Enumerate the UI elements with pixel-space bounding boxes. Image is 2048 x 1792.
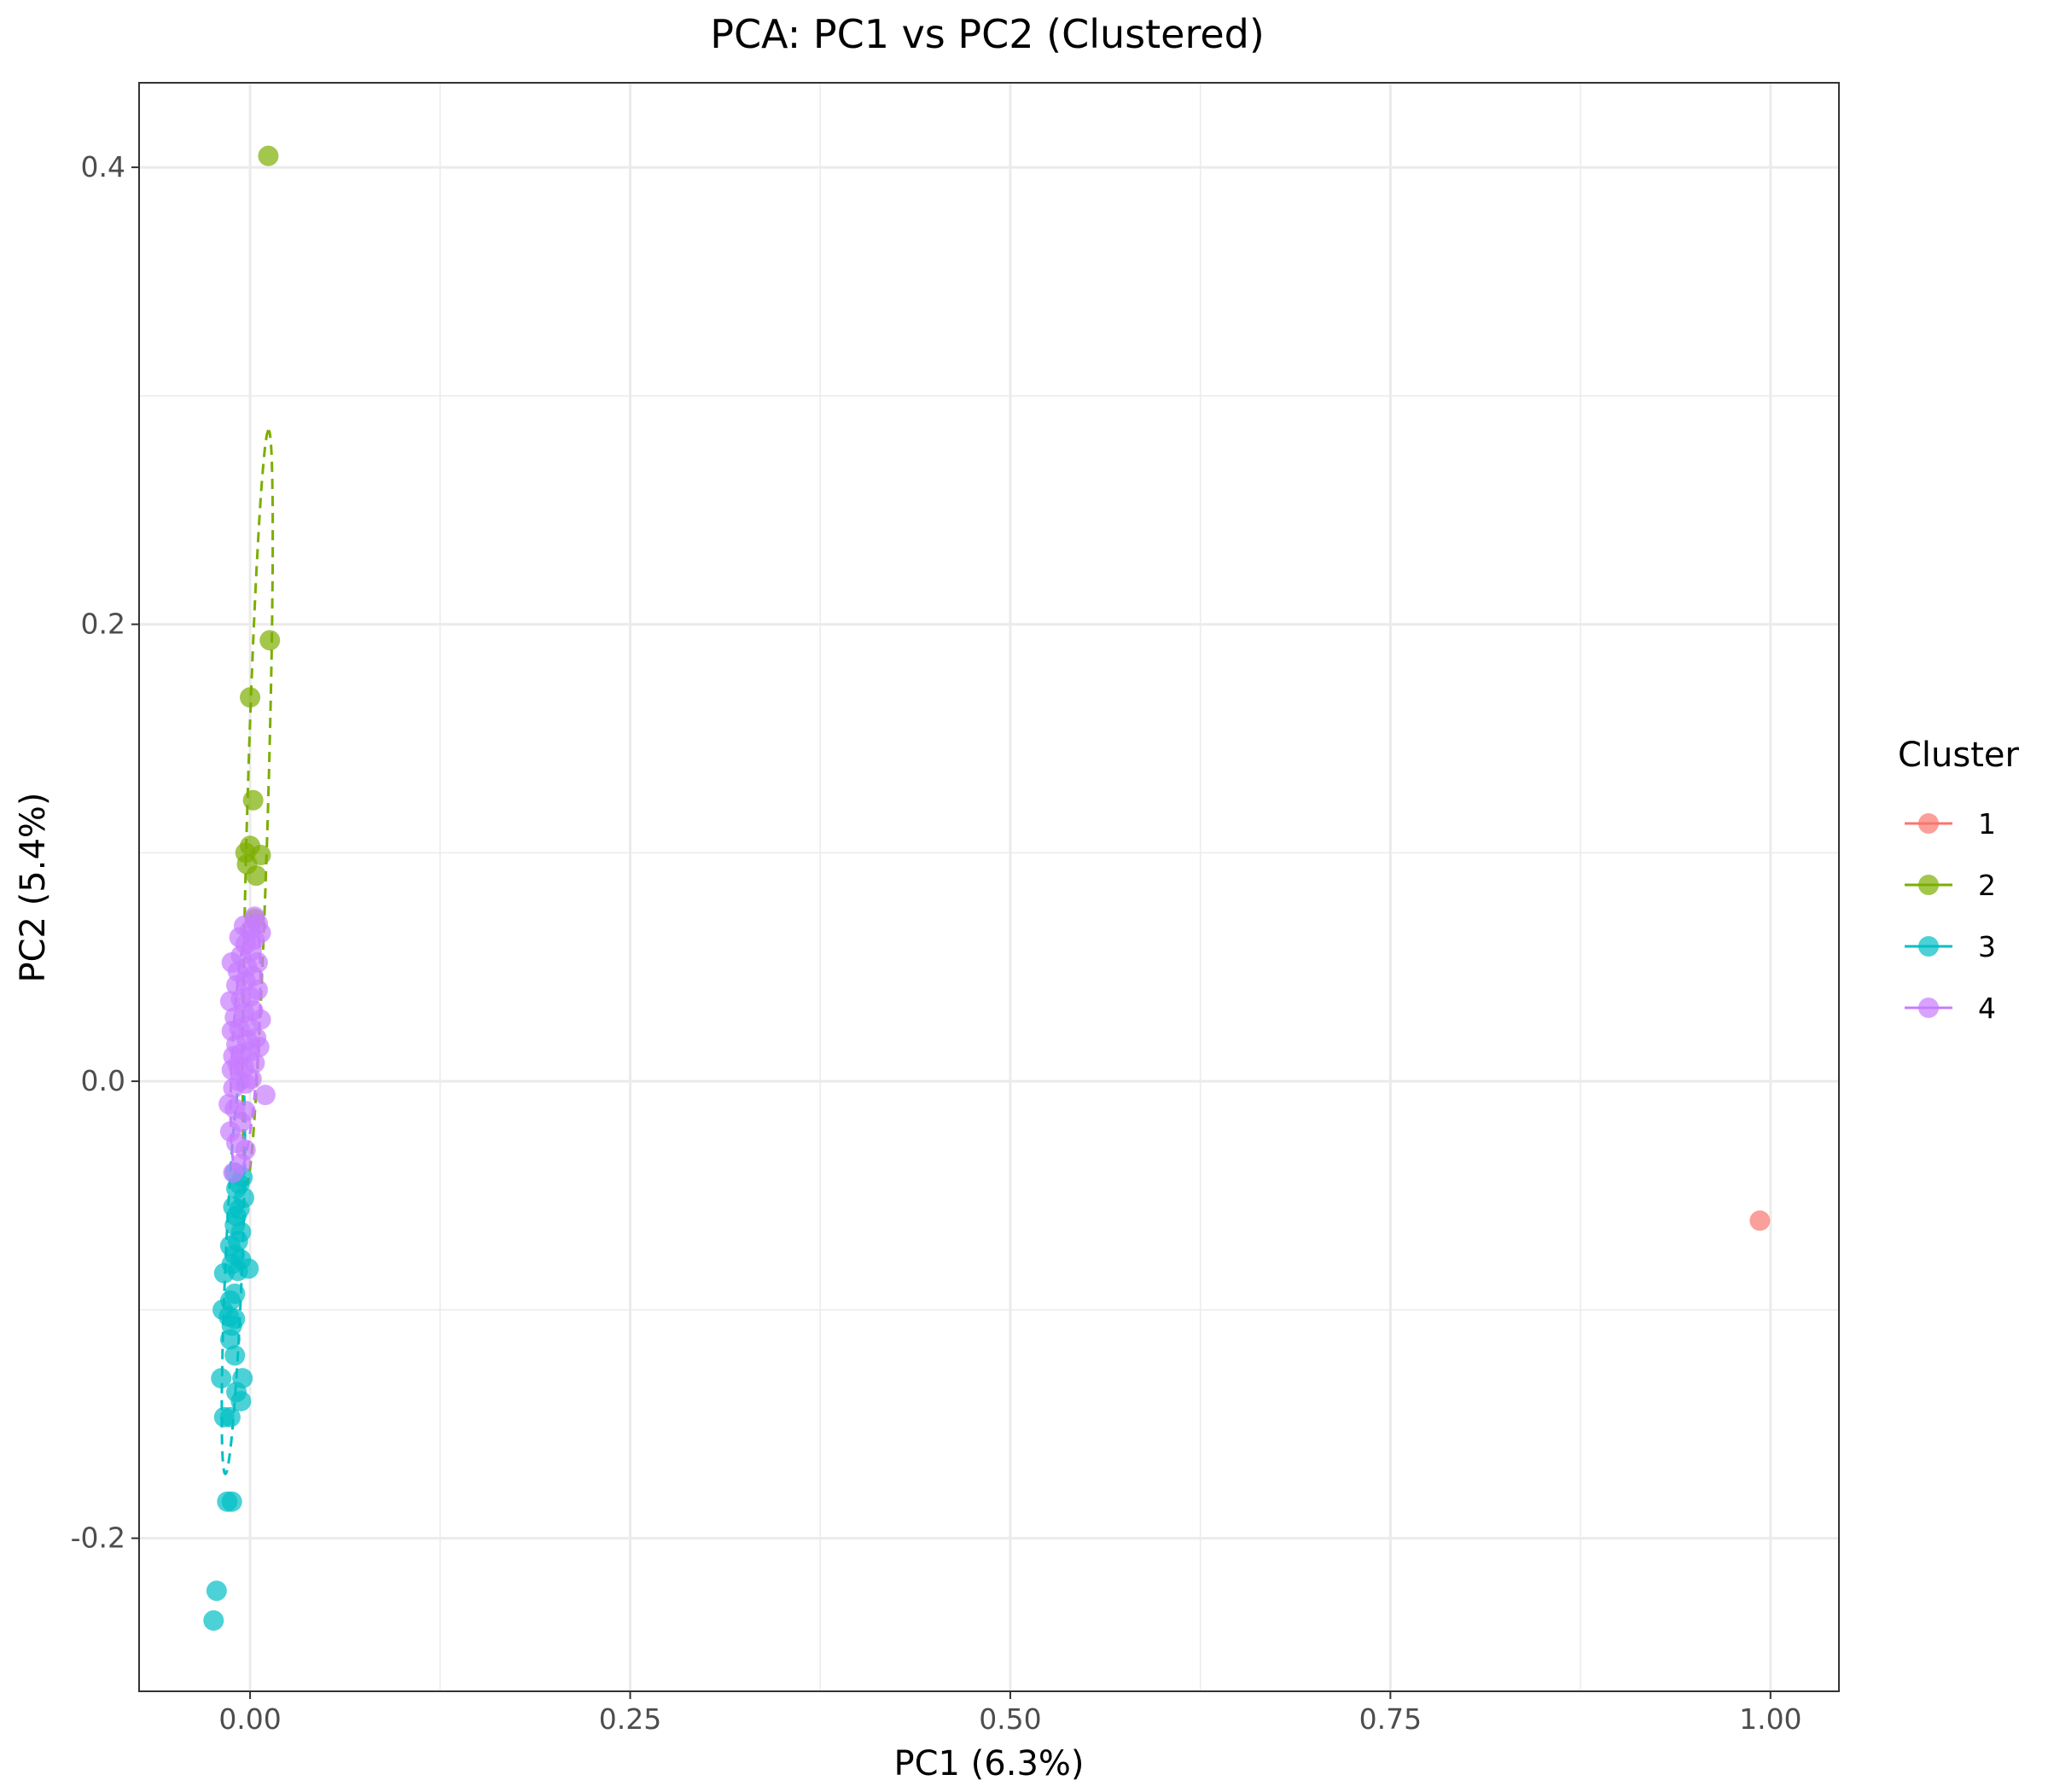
panel-background bbox=[139, 83, 1839, 1691]
cluster-4-point bbox=[218, 1093, 240, 1114]
x-axis-ticks: 0.00 0.25 0.50 0.75 1.00 bbox=[218, 1691, 1802, 1736]
legend-item-cluster-4: 4 bbox=[1905, 992, 1996, 1025]
y-tick-label: 0.0 bbox=[81, 1064, 125, 1097]
y-tick-label: 0.2 bbox=[81, 608, 125, 641]
legend-title: Cluster bbox=[1898, 736, 2020, 775]
cluster-3-point bbox=[232, 1368, 253, 1389]
y-tick-label: 0.4 bbox=[81, 150, 125, 183]
plot-panel bbox=[138, 82, 1840, 1692]
legend-label: 1 bbox=[1978, 807, 1996, 841]
legend-label: 4 bbox=[1978, 992, 1996, 1025]
legend-items: 1 2 3 4 bbox=[1905, 807, 1996, 1025]
cluster-3-point bbox=[224, 1283, 246, 1305]
legend-item-cluster-3: 3 bbox=[1905, 930, 1996, 963]
legend-key-point bbox=[1918, 875, 1939, 895]
legend: Cluster 1 2 3 4 bbox=[1898, 736, 2020, 1025]
x-tick-label: 0.00 bbox=[218, 1702, 281, 1736]
cluster-4-point bbox=[244, 906, 265, 928]
cluster-1-point bbox=[1749, 1210, 1771, 1231]
cluster-3-point bbox=[224, 1345, 246, 1366]
legend-key-point bbox=[1918, 813, 1939, 834]
cluster-4-point bbox=[223, 1162, 244, 1184]
cluster-2-point bbox=[240, 687, 261, 708]
minor-gridlines bbox=[139, 83, 1839, 1691]
cluster-3-point bbox=[224, 1308, 246, 1329]
x-axis-title: PC1 (6.3%) bbox=[893, 1744, 1084, 1783]
x-tick-label: 0.50 bbox=[979, 1702, 1041, 1736]
cluster-2-point bbox=[246, 865, 267, 887]
cluster-3-point bbox=[206, 1580, 227, 1602]
cluster-4-point bbox=[254, 1085, 276, 1106]
chart-title: PCA: PC1 vs PC2 (Clustered) bbox=[710, 11, 1265, 57]
legend-item-cluster-2: 2 bbox=[1905, 869, 1996, 902]
x-tick-label: 0.75 bbox=[1359, 1702, 1422, 1736]
legend-item-cluster-1: 1 bbox=[1905, 807, 1996, 841]
x-tick-label: 0.25 bbox=[599, 1702, 661, 1736]
cluster-3-point bbox=[221, 1491, 242, 1512]
x-tick-label: 1.00 bbox=[1739, 1702, 1801, 1736]
cluster-3-point bbox=[211, 1368, 232, 1389]
legend-key-point bbox=[1918, 998, 1939, 1018]
y-tick-label: -0.2 bbox=[71, 1521, 125, 1555]
cluster-2-point bbox=[259, 630, 281, 651]
cluster-3-point bbox=[219, 1406, 241, 1428]
cluster-2-point bbox=[242, 789, 264, 811]
legend-label: 2 bbox=[1978, 869, 1996, 902]
panel-border bbox=[138, 82, 1840, 1692]
y-axis-title: PC2 (5.4%) bbox=[14, 792, 53, 982]
legend-label: 3 bbox=[1978, 930, 1996, 963]
major-gridlines bbox=[139, 83, 1839, 1691]
cluster-4-point bbox=[235, 1100, 256, 1121]
cluster-2-point bbox=[258, 145, 279, 166]
cluster-3-point bbox=[203, 1609, 224, 1631]
data-points bbox=[203, 145, 1771, 1631]
cluster-3-ellipse bbox=[220, 1075, 247, 1476]
legend-key-point bbox=[1918, 936, 1939, 957]
y-axis-ticks: -0.2 0.0 0.2 0.4 bbox=[71, 150, 139, 1555]
